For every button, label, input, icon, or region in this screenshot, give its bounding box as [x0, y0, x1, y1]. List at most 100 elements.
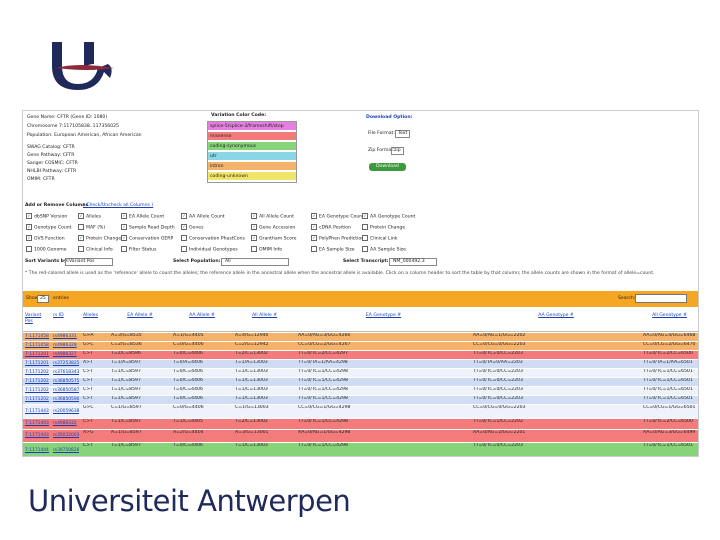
column-checkbox[interactable]: Clinical Info [78, 246, 113, 254]
table-cell[interactable]: rs35032003 [53, 433, 79, 438]
column-checkbox[interactable]: Individual Genotypes [181, 246, 238, 254]
column-checkbox[interactable]: ✓ Genes [181, 224, 204, 232]
checkbox[interactable] [26, 246, 32, 252]
column-header[interactable]: Variant Pos [25, 313, 42, 324]
table-cell[interactable]: 7:117120203 [25, 370, 49, 375]
checkbox[interactable]: ✓ [181, 224, 187, 230]
column-checkbox[interactable]: ✓ Alleles [78, 213, 101, 221]
table-cell[interactable]: 7:117120194 [25, 361, 49, 366]
checkbox[interactable]: ✓ [26, 224, 32, 230]
checkbox[interactable]: ✓ [251, 224, 257, 230]
column-checkbox[interactable]: ✓ Genotype Count [26, 224, 71, 232]
column-checkbox[interactable]: ✓ cDNA Position [311, 224, 351, 232]
checkbox[interactable]: ✓ [121, 235, 127, 241]
table-cell[interactable]: 7:117120149 [25, 352, 49, 357]
table-cell[interactable]: 7:117144362 [25, 433, 49, 438]
checkbox[interactable]: ✓ [311, 213, 317, 219]
checkbox[interactable]: ✓ [311, 224, 317, 230]
column-checkbox[interactable]: ✓ AA Allele Count [181, 213, 225, 221]
checkbox[interactable] [362, 235, 368, 241]
column-header[interactable]: rs ID [53, 313, 64, 318]
column-checkbox[interactable]: ✓ dbSNP Version [26, 213, 67, 221]
checkbox[interactable] [78, 224, 84, 230]
checkbox[interactable] [181, 246, 187, 252]
checkbox[interactable]: ✓ [78, 235, 84, 241]
table-cell[interactable]: rs368505874 [53, 388, 79, 393]
checkbox[interactable]: ✓ [362, 213, 368, 219]
column-checkbox[interactable]: ✓ Conservation GERP [121, 235, 173, 243]
table-cell[interactable]: rs368505753 [53, 379, 79, 384]
table-cell[interactable]: 7:117120237 [25, 388, 49, 393]
table-cell[interactable]: rs4986327 [53, 352, 77, 357]
show-select[interactable]: 25 [37, 295, 49, 303]
column-checkbox[interactable]: ✓ EA Allele Count [121, 213, 164, 221]
table-cell[interactable]: rs372538254 [53, 361, 79, 366]
checkbox[interactable] [121, 246, 127, 252]
table-cell[interactable]: 7:117105847 [25, 343, 49, 348]
checkbox[interactable] [362, 224, 368, 230]
table-cell[interactable]: rs397508263 [53, 448, 79, 453]
checkbox[interactable] [251, 246, 257, 252]
column-checkbox[interactable]: Clinical Link [362, 235, 397, 243]
checkbox[interactable]: ✓ [251, 213, 257, 219]
checkbox[interactable]: ✓ [311, 235, 317, 241]
table-cell[interactable]: rs4986331 [53, 334, 77, 339]
table-cell[interactable]: rs368505903 [53, 397, 79, 402]
column-checkbox[interactable]: ✓ All Allele Count [251, 213, 294, 221]
column-checkbox[interactable]: Conservation PhastCons [181, 235, 245, 243]
column-checkbox[interactable]: OMIM Info [251, 246, 282, 254]
column-checkbox[interactable]: EA Sample Size [311, 246, 355, 254]
column-header[interactable]: EA Genotype # [365, 313, 402, 318]
column-checkbox[interactable]: ✓ EA Genotype Count [311, 213, 364, 221]
table-cell[interactable]: 7:117144417 [25, 448, 49, 453]
checkbox[interactable]: ✓ [121, 213, 127, 219]
column-header[interactable]: All Allele # [251, 313, 278, 318]
table-cell[interactable]: rs376183438 [53, 370, 79, 375]
table-row: 7:117120203 rs376183438 C>T T=1/C=8597 T=0/C… [23, 369, 698, 378]
checkbox[interactable]: ✓ [26, 235, 32, 241]
file-format-select[interactable]: Text [395, 130, 411, 138]
pop-select[interactable]: All [221, 258, 289, 266]
checkbox[interactable]: ✓ [251, 235, 257, 241]
column-checkbox[interactable]: MAF (%) [78, 224, 105, 232]
checkbox[interactable]: ✓ [26, 213, 32, 219]
zip-format-select[interactable]: zip [391, 147, 404, 155]
table-cell[interactable]: 7:117120212 [25, 379, 49, 384]
column-checkbox[interactable]: ✓ Sample Read Depth [121, 224, 175, 232]
column-header[interactable]: EA Allele # [127, 313, 153, 318]
table-cell[interactable]: rs200596386 [53, 409, 79, 414]
column-checkbox[interactable]: ✓ PolyPhen Prediction [311, 235, 364, 243]
column-checkbox[interactable]: ✓ AA Genotype Count [362, 213, 415, 221]
checkbox[interactable]: ✓ [121, 224, 127, 230]
checkbox[interactable] [181, 235, 187, 241]
column-header[interactable]: Alleles [83, 313, 99, 318]
table-cell[interactable]: 7:117120243 [25, 397, 49, 402]
checkbox[interactable]: ✓ [78, 213, 84, 219]
checkbox[interactable] [311, 246, 317, 252]
column-checkbox[interactable]: ✓ Gene Accession [251, 224, 295, 232]
columns-toggle[interactable]: ( Check/Uncheck all Columns ) [83, 203, 154, 208]
column-checkbox[interactable]: Protein Change [362, 224, 405, 232]
column-checkbox[interactable]: ✓ Grantham Score [251, 235, 297, 243]
checkbox-label: Conservation GERP [129, 236, 174, 242]
tx-select[interactable]: NM_000492.3 [389, 258, 437, 266]
column-checkbox[interactable]: 1000 Genome [26, 246, 67, 254]
table-cell[interactable]: 7:117144344 [25, 421, 49, 426]
column-checkbox[interactable]: AA Sample Size [362, 246, 406, 254]
table-cell[interactable]: 7:117144304 [25, 409, 49, 414]
table-cell[interactable]: rs4986328 [53, 343, 77, 348]
download-button[interactable]: Download [369, 163, 406, 171]
column-header[interactable]: All Genotype # [652, 313, 687, 318]
checkbox[interactable] [78, 246, 84, 252]
table-cell[interactable]: rs4986332 [53, 421, 77, 426]
sort-select[interactable]: Variant Pos [65, 258, 113, 266]
column-header[interactable]: AA Genotype # [538, 313, 574, 318]
column-header[interactable]: AA Allele # [189, 313, 215, 318]
table-cell[interactable]: 7:117105837 [25, 334, 49, 339]
checkbox[interactable] [362, 246, 368, 252]
column-checkbox[interactable]: Filter Status [121, 246, 156, 254]
checkbox[interactable]: ✓ [181, 213, 187, 219]
search-input[interactable] [635, 294, 687, 303]
column-checkbox[interactable]: ✓ GVS Function [26, 235, 65, 243]
column-checkbox[interactable]: ✓ Protein Change [78, 235, 121, 243]
